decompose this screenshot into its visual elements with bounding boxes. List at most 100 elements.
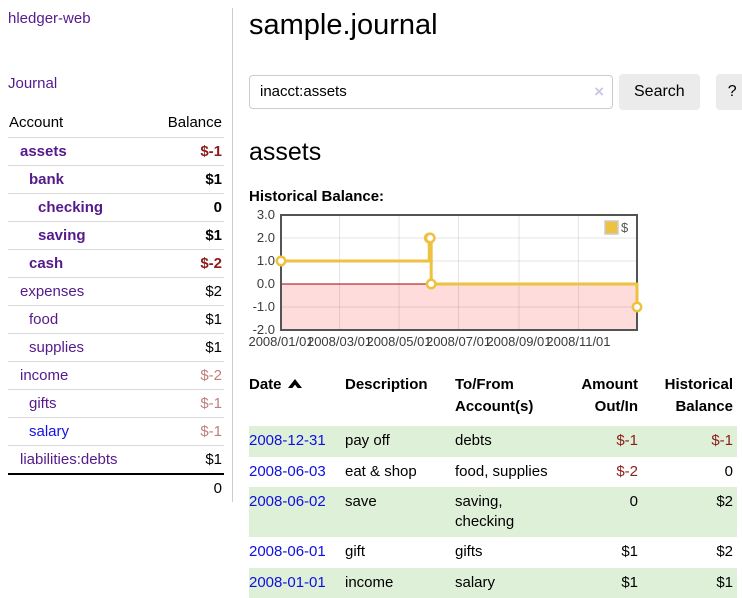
txn-balance: 0 [724,462,733,480]
register-row[interactable]: 2008-06-03 eat & shop food, supplies $-2… [249,457,737,487]
accounts-header-account: Account [9,114,64,131]
svg-text:-2.0: -2.0 [253,322,275,337]
svg-text:$: $ [621,220,629,235]
account-link-gifts[interactable]: gifts [29,395,57,412]
chart-title: Historical Balance: [249,187,385,205]
account-balance: $-1 [149,417,224,446]
txn-description: income [345,573,394,591]
sidebar-item-journal[interactable]: Journal [8,75,58,92]
account-link-salary[interactable]: salary [29,423,70,440]
register-header-description[interactable]: Description [345,375,428,393]
account-link-saving[interactable]: saving [38,227,86,244]
account-balance: 0 [149,193,224,222]
register-row[interactable]: 2008-01-01 income salary $1 $1 [249,567,737,598]
page-title: sample.journal [249,9,438,41]
account-row: expenses $2 [8,277,224,306]
accounts-header-balance: Balance [167,114,222,131]
txn-accounts: salary [455,573,496,591]
account-balance: $1 [149,445,224,474]
account-row: bank $1 [8,165,224,194]
register-row[interactable]: 2008-12-31 pay off debts $-1 $-1 [249,426,737,457]
register-table: Date Description To/From Account(s) Amou… [249,374,737,598]
account-link-income[interactable]: income [20,367,69,384]
account-balance: $-1 [149,389,224,418]
search-button[interactable]: Search [619,73,700,110]
account-row: liabilities:debts $1 [8,445,224,474]
account-row: food $1 [8,305,224,334]
accounts-total: 0 [149,473,224,502]
account-link-checking[interactable]: checking [38,199,104,216]
sort-asc-icon[interactable] [287,374,302,396]
txn-amount: $-2 [616,462,638,480]
account-row: checking 0 [8,193,224,222]
account-balance: $1 [149,165,224,194]
account-link-food[interactable]: food [29,311,59,328]
txn-accounts: saving, checking [455,492,515,531]
sidebar: hledger-web Journal Account Balance asse… [8,8,233,502]
account-link-supplies[interactable]: supplies [29,339,85,356]
brand-link[interactable]: hledger-web [8,10,91,27]
register-header-balance[interactable]: Historical Balance [664,375,733,415]
svg-text:2008/07/01: 2008/07/01 [426,334,491,349]
clear-search-icon[interactable]: × [594,81,604,101]
help-button[interactable]: ? [715,73,742,110]
txn-description: pay off [345,432,390,450]
account-row: assets $-1 [8,137,224,166]
app-layout: hledger-web Journal Account Balance asse… [8,8,742,598]
main-content: sample.journal × Search ? assets Histori… [233,8,742,598]
txn-accounts: food, supplies [455,462,548,480]
txn-amount: $1 [621,573,638,591]
search-input[interactable] [249,74,613,109]
txn-date-link[interactable]: 2008-06-01 [249,543,326,561]
txn-balance: $-1 [711,432,733,450]
txn-accounts: gifts [455,543,483,561]
txn-description: gift [345,543,366,561]
account-link-assets[interactable]: assets [20,143,67,160]
accounts-table: Account Balance assets $-1 bank $1 check… [8,110,224,502]
txn-accounts: debts [455,432,492,450]
account-balance: $-2 [149,249,224,278]
register-header-date[interactable]: Date [249,374,345,427]
svg-text:0.0: 0.0 [257,276,275,291]
txn-amount: $1 [621,543,638,561]
account-link-bank[interactable]: bank [29,171,65,188]
accounts-total-row: 0 [8,473,224,502]
txn-description: eat & shop [345,462,417,480]
txn-balance: $1 [716,573,733,591]
register-header-amount[interactable]: Amount Out/In [581,375,638,415]
account-balance: $-1 [149,137,224,166]
txn-description: save [345,492,377,510]
svg-text:2.0: 2.0 [257,230,275,245]
register-header-accounts[interactable]: To/From Account(s) [455,375,534,415]
account-row: cash $-2 [8,249,224,278]
account-balance: $-2 [149,361,224,390]
account-row: supplies $1 [8,333,224,362]
account-balance: $1 [149,305,224,334]
svg-text:2008/09/01: 2008/09/01 [486,334,551,349]
svg-text:2008/01/01: 2008/01/01 [248,334,313,349]
register-row[interactable]: 2008-06-02 save saving, checking 0 $2 [249,486,737,538]
account-link-liabilities-debts[interactable]: liabilities:debts [20,451,118,468]
svg-text:2008/03/01: 2008/03/01 [307,334,372,349]
txn-date-link[interactable]: 2008-06-02 [249,492,326,510]
account-link-cash[interactable]: cash [29,255,64,272]
txn-date-link[interactable]: 2008-12-31 [249,432,326,450]
txn-date-link[interactable]: 2008-06-03 [249,462,326,480]
account-heading: assets [249,137,322,166]
search-form: × Search ? [249,73,742,110]
svg-text:-1.0: -1.0 [253,299,275,314]
txn-balance: $2 [716,492,733,510]
svg-text:2008/11/01: 2008/11/01 [546,334,610,349]
register-row[interactable]: 2008-06-01 gift gifts $1 $2 [249,537,737,567]
balance-chart[interactable]: $3.0 2.0 1.0 0.0 -1.0 -2.0 2008/01/01 2008/03/0… [248,207,742,361]
txn-amount: $-1 [616,432,638,450]
txn-date-link[interactable]: 2008-01-01 [249,573,326,591]
svg-text:1.0: 1.0 [257,253,275,268]
account-balance: $2 [149,277,224,306]
account-row: salary $-1 [8,417,224,446]
account-row: gifts $-1 [8,389,224,418]
account-balance: $1 [149,333,224,362]
account-link-expenses[interactable]: expenses [20,283,85,300]
svg-text:3.0: 3.0 [257,207,275,222]
txn-balance: $2 [716,543,733,561]
